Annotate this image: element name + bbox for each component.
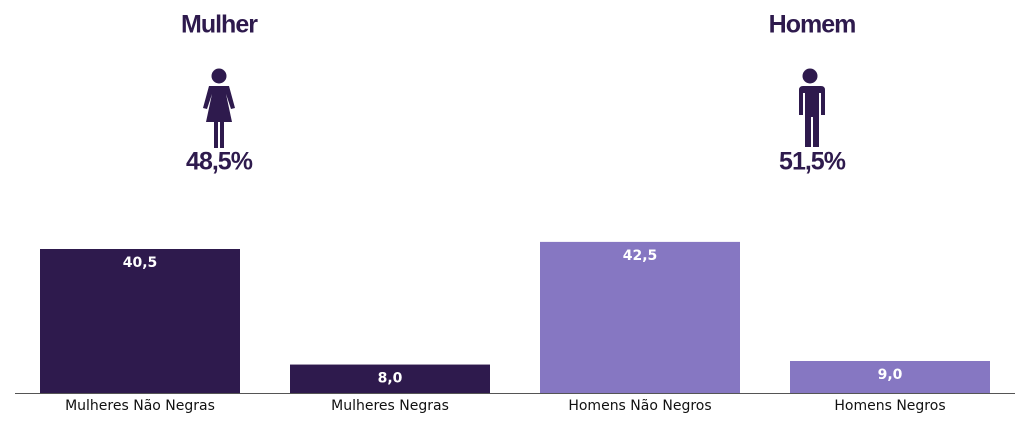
value-label: 9,0 bbox=[878, 367, 903, 383]
group-share: 48,5% bbox=[186, 148, 253, 176]
woman-icon bbox=[203, 68, 235, 148]
man-icon bbox=[799, 68, 825, 147]
bar bbox=[790, 361, 990, 393]
x-tick-label: Homens Não Negros bbox=[568, 398, 711, 414]
x-tick-label: Homens Negros bbox=[834, 398, 945, 414]
value-label: 40,5 bbox=[123, 255, 158, 271]
group-share: 51,5% bbox=[779, 148, 846, 176]
bar bbox=[290, 364, 490, 393]
bar bbox=[40, 249, 240, 393]
group-title: Homem bbox=[769, 11, 856, 39]
bar bbox=[540, 241, 740, 393]
x-tick-label: Mulheres Não Negras bbox=[65, 398, 215, 414]
x-tick-label: Mulheres Negras bbox=[331, 398, 449, 414]
group-title: Mulher bbox=[181, 11, 258, 39]
value-label: 42,5 bbox=[623, 248, 658, 264]
value-label: 8,0 bbox=[378, 371, 403, 387]
